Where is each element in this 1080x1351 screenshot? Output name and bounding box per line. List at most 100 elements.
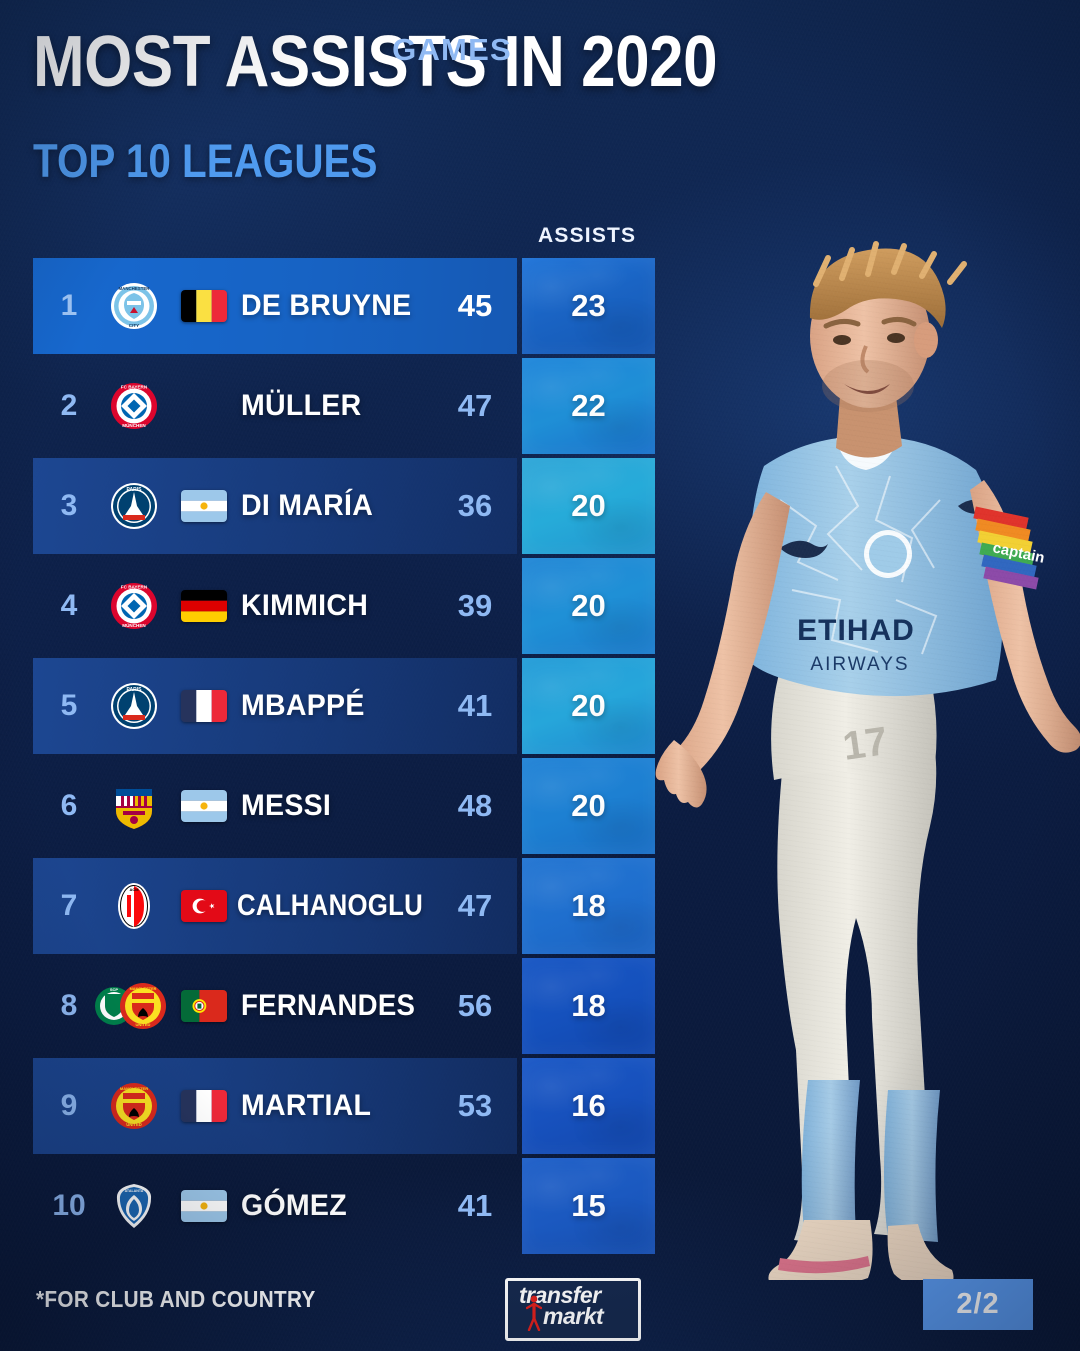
paris-saint-germain-crest: PARIS — [95, 656, 173, 756]
paris-saint-germain-crest: PARIS — [95, 456, 173, 556]
player-name: MARTIAL — [241, 1089, 372, 1122]
assists-cell: 20 — [522, 558, 655, 654]
svg-text:MANCHESTER: MANCHESTER — [120, 1086, 148, 1091]
france-flag — [175, 1056, 233, 1156]
svg-text:ETIHAD: ETIHAD — [797, 614, 915, 647]
assists-cell: 20 — [522, 758, 655, 854]
table-row: 2 FC BAYERN MÜNCHEN MÜLLER 47 22 — [33, 356, 655, 456]
rank-number: 3 — [60, 489, 78, 522]
svg-text:MÜNCHEN: MÜNCHEN — [122, 422, 146, 428]
svg-text:MANCHESTER: MANCHESTER — [130, 987, 157, 991]
bayern-munich-crest: FC BAYERN MÜNCHEN — [95, 556, 173, 656]
assists-value: 22 — [571, 388, 606, 423]
table-row: 1 MANCHESTER CITY DE BRUYNE 45 23 — [33, 256, 655, 356]
assists-cell: 23 — [522, 258, 655, 354]
belgium-flag — [175, 256, 233, 356]
table-row: 3 PARIS DI MARÍA 36 20 — [33, 456, 655, 556]
argentina-flag — [175, 1156, 233, 1256]
bayern-munich-crest: FC BAYERN MÜNCHEN — [95, 356, 173, 456]
assists-value: 23 — [571, 288, 606, 323]
games-value: 41 — [457, 1188, 493, 1223]
player-name: GÓMEZ — [241, 1189, 347, 1222]
assists-value: 18 — [571, 988, 606, 1023]
rank-number: 9 — [60, 1089, 78, 1122]
games-value: 41 — [457, 688, 493, 723]
player-name: KIMMICH — [241, 589, 369, 622]
column-header-games: GAMES — [392, 32, 512, 67]
games-value: 53 — [457, 1088, 493, 1123]
svg-text:MÜNCHEN: MÜNCHEN — [122, 622, 146, 628]
table-row: 10 ATALANTA GÓMEZ 41 15 — [33, 1156, 655, 1256]
games-value: 48 — [457, 788, 493, 823]
player-name: MBAPPÉ — [241, 689, 365, 722]
rank-number: 1 — [60, 289, 78, 322]
page-indicator-text: 2/2 — [956, 1288, 1000, 1320]
page-subtitle: TOP 10 LEAGUES — [33, 134, 378, 187]
assists-value: 20 — [571, 788, 606, 823]
germany-flag — [175, 556, 233, 656]
player-name: MESSI — [241, 789, 332, 822]
fc-barcelona-crest — [95, 756, 173, 856]
player-name: CALHANOGLU — [237, 889, 424, 922]
ranking-table: 1 MANCHESTER CITY DE BRUYNE 45 23 2 FC BAYERN MÜ… — [33, 256, 655, 1256]
turkey-flag — [175, 856, 233, 956]
assists-value: 20 — [571, 688, 606, 723]
page-title: MOST ASSISTS IN 2020 — [33, 22, 718, 102]
transfermarkt-logo: transfer markt — [505, 1278, 641, 1341]
assists-value: 15 — [571, 1188, 606, 1223]
games-value: 47 — [457, 388, 493, 423]
table-row: 9 MANCHESTER UNITED MARTIAL 53 16 — [33, 1056, 655, 1156]
games-value: 56 — [457, 988, 493, 1023]
rank-number: 6 — [60, 789, 78, 822]
player-name: DE BRUYNE — [241, 289, 412, 322]
assists-cell: 18 — [522, 858, 655, 954]
france-flag — [175, 656, 233, 756]
player-name: FERNANDES — [241, 989, 416, 1022]
column-header-assists: ASSISTS — [538, 224, 637, 247]
assists-value: 20 — [571, 588, 606, 623]
assists-value: 16 — [571, 1088, 606, 1123]
table-row: 4 FC BAYERN MÜNCHEN KIMMICH 39 20 — [33, 556, 655, 656]
svg-text:UNITED: UNITED — [126, 1122, 142, 1127]
assists-cell: 16 — [522, 1058, 655, 1154]
logo-text-markt: markt — [543, 1303, 604, 1329]
logo-runner-icon — [526, 1295, 542, 1331]
ac-milan-crest: ACM — [95, 856, 173, 956]
games-value: 39 — [457, 588, 493, 623]
svg-text:AIRWAYS: AIRWAYS — [810, 654, 909, 675]
manchester-city-crest: MANCHESTER CITY — [95, 256, 173, 356]
table-row: 6 MESSI 48 20 — [33, 756, 655, 856]
sporting-manutd-crest: SCP MANCHESTER UNITED — [85, 956, 177, 1056]
table-row: 8 SCP MANCHESTER UNITED FERNANDES 56 18 — [33, 956, 655, 1056]
page-indicator-badge: 2/2 — [923, 1279, 1033, 1330]
portugal-flag — [175, 956, 233, 1056]
svg-text:FC BAYERN: FC BAYERN — [121, 385, 148, 390]
games-value: 47 — [457, 888, 493, 923]
assists-cell: 20 — [522, 658, 655, 754]
svg-text:PARIS: PARIS — [127, 687, 143, 693]
assists-cell: 22 — [522, 358, 655, 454]
footnote: *FOR CLUB AND COUNTRY — [36, 1286, 316, 1312]
player-photo: 17 ETIHAD — [640, 200, 1080, 1289]
svg-text:SCP: SCP — [110, 987, 119, 992]
rank-number: 10 — [52, 1189, 86, 1222]
svg-text:CITY: CITY — [129, 323, 139, 328]
rank-number: 4 — [60, 589, 78, 622]
atalanta-crest: ATALANTA — [95, 1156, 173, 1256]
table-row: 5 PARIS MBAPPÉ 41 20 — [33, 656, 655, 756]
rank-number: 2 — [60, 389, 78, 422]
assists-value: 20 — [571, 488, 606, 523]
table-row: 7 ACM CALHANOGLU 47 18 — [33, 856, 655, 956]
assists-cell: 20 — [522, 458, 655, 554]
manchester-united-crest: MANCHESTER UNITED — [95, 1056, 173, 1156]
argentina-flag — [175, 456, 233, 556]
svg-text:ATALANTA: ATALANTA — [125, 1189, 144, 1193]
svg-text:FC BAYERN: FC BAYERN — [121, 585, 148, 590]
argentina-flag — [175, 756, 233, 856]
rank-number: 7 — [60, 889, 78, 922]
assists-value: 18 — [571, 888, 606, 923]
svg-text:17: 17 — [840, 719, 890, 769]
svg-text:PARIS: PARIS — [127, 487, 143, 493]
assists-cell: 15 — [522, 1158, 655, 1254]
